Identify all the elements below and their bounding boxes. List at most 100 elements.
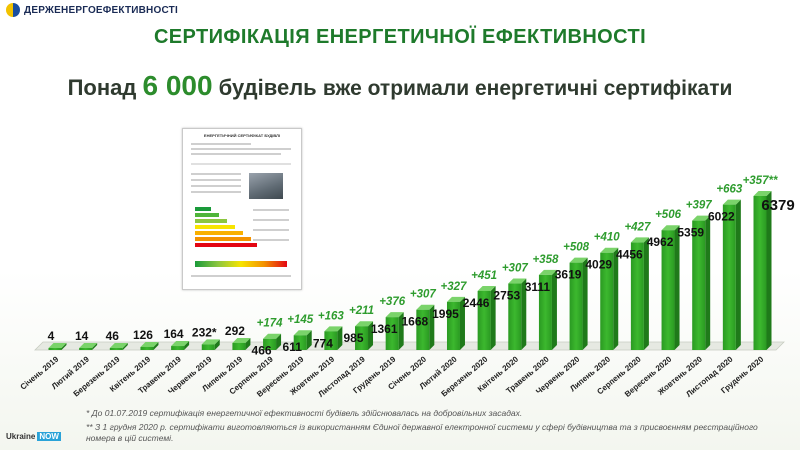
bar-top <box>324 326 343 332</box>
certificate-image: ЕНЕРГЕТИЧНИЙ СЕРТИФІКАТ БУДІВЛІ <box>182 128 302 290</box>
bar-value-label: 1995 <box>432 307 459 321</box>
bar <box>538 274 552 350</box>
bar-side <box>582 257 588 350</box>
bar-top <box>692 215 711 221</box>
bar-top <box>477 285 496 291</box>
bar-side <box>521 278 527 350</box>
subtitle-suffix: вже отримали енергетичні сертифікати <box>322 77 733 100</box>
bar <box>385 317 399 350</box>
bar-side <box>92 343 98 350</box>
bar-top <box>508 278 527 284</box>
bar <box>722 204 736 350</box>
bar-value-label: 4029 <box>585 258 612 272</box>
bar <box>171 346 185 350</box>
bar-top <box>538 269 557 275</box>
bar-top <box>109 343 128 348</box>
bar <box>569 262 583 350</box>
bar <box>232 342 246 350</box>
bar-value-label: 2446 <box>463 296 490 310</box>
ukraine-now-text: Ukraine <box>6 432 36 441</box>
bar-increment-label: +663 <box>716 184 743 196</box>
bar-top <box>446 296 465 302</box>
bar-side <box>613 247 619 350</box>
bar-value-label: 985 <box>344 331 364 345</box>
bar-increment-label: +451 <box>471 270 497 282</box>
bar-increment-label: +307 <box>502 263 529 275</box>
bar-value-label: 232* <box>192 325 217 339</box>
bar-side <box>153 341 159 350</box>
bar-value-label: 774 <box>313 336 333 350</box>
bar-value-label: 4962 <box>647 235 674 249</box>
bar-increment-label: +357** <box>743 175 778 187</box>
bar <box>692 220 706 350</box>
bar-side <box>766 191 772 350</box>
bar <box>48 348 62 350</box>
bar-side <box>551 269 557 350</box>
chart-floor <box>34 341 785 351</box>
bar-increment-label: +358 <box>532 254 559 266</box>
bar-value-label: 2753 <box>493 289 520 303</box>
bar <box>630 242 644 350</box>
bar-value-label: 292 <box>225 324 245 338</box>
bar <box>109 348 123 350</box>
bar <box>477 290 491 350</box>
bar-value-label: 4456 <box>616 247 643 261</box>
bar-increment-label: +211 <box>349 305 374 317</box>
bar-value-label: 164 <box>164 327 184 341</box>
bar-value-label: 4 <box>48 329 55 343</box>
bar-top <box>416 304 435 310</box>
bar-value-label: 14 <box>75 329 89 343</box>
bar-increment-label: +508 <box>563 242 590 254</box>
bar-top <box>753 191 772 196</box>
bar-top <box>293 330 312 336</box>
bar-side <box>368 321 374 350</box>
bar-side <box>674 225 680 350</box>
bar-increment-label: +506 <box>655 209 682 221</box>
footnote-2: ** З 1 грудня 2020 р. сертифікати вигото… <box>86 422 758 443</box>
bar-value-label: 126 <box>133 328 153 342</box>
bar-side <box>459 296 465 350</box>
bar-side <box>214 339 220 350</box>
bar-side <box>398 312 404 350</box>
footnote-1: * До 01.07.2019 сертифікація енергетично… <box>86 408 523 418</box>
agency-name: ДЕРЖЕНЕРГОЕФЕКТИВНОСТІ <box>24 4 178 16</box>
bar-increment-label: +163 <box>318 310 345 322</box>
ukraine-now-logo: Ukraine NOW <box>6 432 61 441</box>
bar-side <box>61 343 67 350</box>
bar <box>661 230 675 350</box>
bar-top <box>79 343 98 348</box>
bar-side <box>276 333 282 350</box>
subtitle-word: будівель <box>218 75 317 100</box>
bar <box>446 301 460 350</box>
bar-top <box>722 199 741 205</box>
bar-side <box>306 330 312 350</box>
bar-top <box>355 321 374 327</box>
bar-increment-label: +376 <box>379 296 406 308</box>
bar <box>600 252 614 350</box>
agency-logo: ДЕРЖЕНЕРГОЕФЕКТИВНОСТІ <box>6 3 178 17</box>
bar-top <box>232 337 251 343</box>
bar-top <box>385 312 404 318</box>
bar <box>140 346 154 350</box>
bar-side <box>184 341 190 350</box>
now-badge: NOW <box>37 432 61 441</box>
bar-value-label: 46 <box>106 329 120 343</box>
bar-top <box>630 237 649 243</box>
bar <box>355 326 369 350</box>
building-photo <box>249 173 283 199</box>
bar-increment-label: +174 <box>257 318 284 330</box>
bar-top <box>171 341 190 347</box>
bar-increment-label: +327 <box>441 281 468 293</box>
bar-value-label: 6379 <box>761 197 794 214</box>
subtitle-prefix: Понад <box>67 75 137 100</box>
bar-increment-label: +307 <box>410 289 437 301</box>
bar-value-label: 1668 <box>401 315 428 329</box>
bar-top <box>569 257 588 263</box>
bar-increment-label: +427 <box>624 221 651 233</box>
bar <box>293 335 307 350</box>
bar-value-label: 611 <box>283 340 303 354</box>
bar <box>263 338 277 350</box>
bar <box>753 196 767 350</box>
